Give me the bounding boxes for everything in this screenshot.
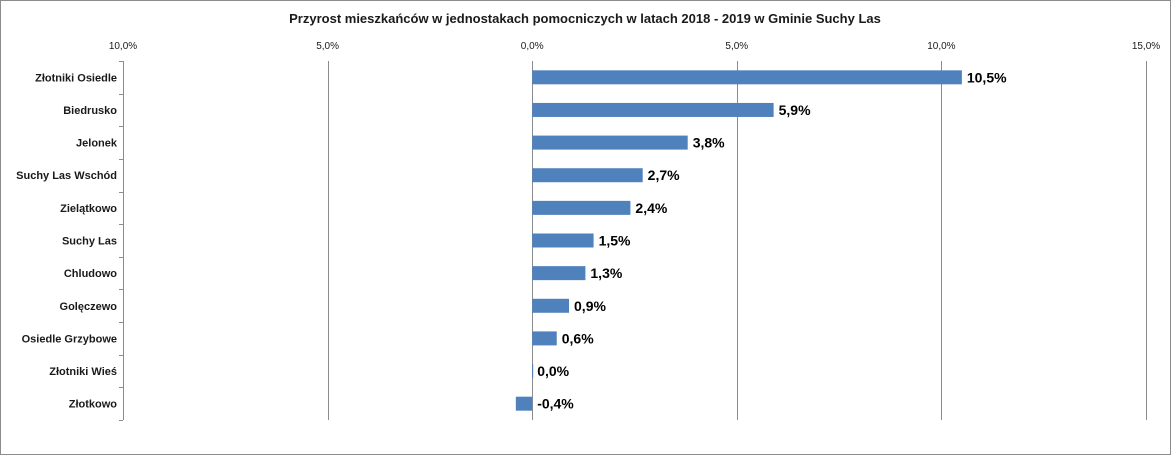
data-label: 10,5% <box>967 69 1007 85</box>
category-label: Osiedle Grzybowe <box>22 333 117 345</box>
data-label: 0,9% <box>574 298 606 314</box>
x-tick-label: 10,0% <box>927 41 955 52</box>
bar <box>532 233 594 248</box>
x-tick-label: 0,0% <box>521 41 544 52</box>
gridlines <box>328 61 1147 420</box>
bar <box>532 200 631 215</box>
labels: Złotniki Osiedle 10,5% Biedrusko 5,9% Jelone… <box>16 69 1007 411</box>
category-label: Zielątkowo <box>60 203 117 215</box>
data-label: 3,8% <box>693 135 725 151</box>
bars <box>515 70 962 411</box>
chart-title: Przyrost mieszkańców w jednostakach pomo… <box>289 11 881 26</box>
data-label: 1,5% <box>599 233 631 249</box>
bar <box>532 70 962 85</box>
category-label: Jelonek <box>76 138 118 150</box>
data-label: 0,0% <box>537 363 569 379</box>
data-label: 2,4% <box>635 200 667 216</box>
axes: 10,0% 5,0% 0,0% 5,0% 10,0% 15,0% <box>109 41 1160 421</box>
category-label: Suchy Las <box>62 236 117 248</box>
bar <box>532 266 586 281</box>
bar <box>532 298 570 313</box>
x-tick-label: 5,0% <box>316 41 339 52</box>
bar <box>532 102 774 117</box>
data-label: 5,9% <box>779 102 811 118</box>
category-label: Złotniki Osiedle <box>35 72 117 84</box>
category-label: Suchy Las Wschód <box>16 170 117 182</box>
bar <box>532 331 557 346</box>
data-label: 1,3% <box>590 265 622 281</box>
bar <box>515 396 533 411</box>
bar <box>532 364 534 379</box>
data-label: 0,6% <box>562 330 594 346</box>
bar <box>532 168 643 183</box>
category-label: Złotkowo <box>69 399 118 411</box>
x-tick-label: 10,0% <box>109 41 137 52</box>
x-tick-label: 15,0% <box>1132 41 1160 52</box>
category-label: Chludowo <box>64 268 117 280</box>
category-label: Golęczewo <box>60 301 118 313</box>
bar <box>532 135 688 150</box>
data-label: 2,7% <box>648 167 680 183</box>
data-label: -0,4% <box>537 396 574 412</box>
category-label: Biedrusko <box>63 105 117 117</box>
category-label: Złotniki Wieś <box>49 366 117 378</box>
x-tick-label: 5,0% <box>725 41 748 52</box>
